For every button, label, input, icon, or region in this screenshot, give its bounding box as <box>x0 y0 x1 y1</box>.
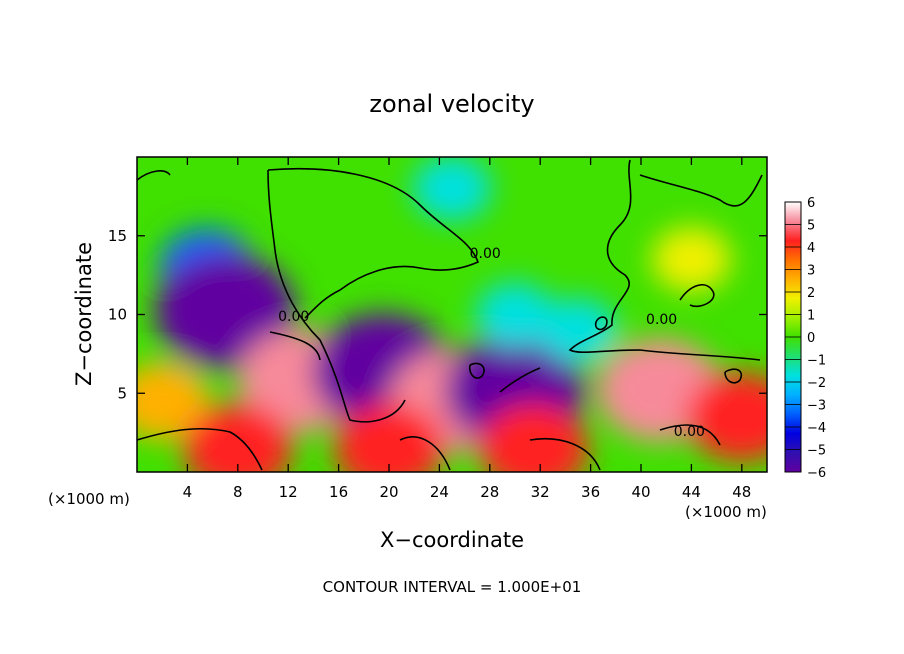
x-tick-label-11: 48 <box>732 483 751 501</box>
contour-line <box>267 169 406 423</box>
contour-line <box>679 284 715 308</box>
zero-contours <box>137 159 763 471</box>
x-axis-label: X−coordinate <box>380 528 524 552</box>
x-tick-label-8: 36 <box>581 483 600 501</box>
colorbar-tick-label-11: −5 <box>807 444 826 459</box>
field-blob-6 <box>478 403 589 472</box>
x-tick-label-5: 24 <box>430 483 449 501</box>
chart-title: zonal velocity <box>369 90 534 118</box>
contour-labels: 0.00 0.00 0.00 0.00 <box>278 246 705 440</box>
heatmap-field <box>137 157 767 472</box>
y-tick-label-0: 5 <box>117 384 127 402</box>
colorbar-tick-label-12: −6 <box>807 466 826 481</box>
field-blob-15 <box>538 297 618 363</box>
x-tick-label-7: 32 <box>531 483 550 501</box>
field-blob-12 <box>412 157 492 221</box>
colorbar-tick-label-3: 3 <box>807 264 815 279</box>
contour-line <box>137 427 263 471</box>
x-axis-ticks: 4 8 12 16 20 24 28 32 36 40 44 48 <box>183 157 751 501</box>
colorbar-tick-label-5: 1 <box>807 309 815 324</box>
contour-line <box>724 368 743 384</box>
colorbar-tick-label-2: 4 <box>807 241 815 256</box>
y-tick-label-2: 15 <box>108 227 127 245</box>
field-blob-9 <box>137 362 210 440</box>
colorbar-tick-label-9: −3 <box>807 399 826 414</box>
field-blob-14 <box>651 226 732 292</box>
plot-area: 0.00 0.00 0.00 0.00 <box>137 157 767 472</box>
x-tick-label-1: 8 <box>233 483 243 501</box>
contour-line <box>568 159 761 361</box>
colorbar-tick-label-4: 2 <box>807 286 815 301</box>
contour-label-3: 0.00 <box>674 424 705 440</box>
contour-label-0: 0.00 <box>278 309 309 325</box>
x-tick-label-6: 28 <box>480 483 499 501</box>
colorbar-tick-label-6: 0 <box>807 331 815 346</box>
contour-line <box>639 174 763 207</box>
contour-line <box>659 424 721 446</box>
contour-line <box>137 170 171 181</box>
field-blob-13 <box>475 282 555 347</box>
x-tick-label-9: 40 <box>631 483 650 501</box>
colorbar-tick-label-1: 5 <box>807 219 815 234</box>
contour-line <box>468 362 485 379</box>
colorbar-tick-label-0: 6 <box>807 196 815 211</box>
contour-label-2: 0.00 <box>646 312 677 328</box>
field-blob-11 <box>334 403 444 472</box>
contour-line <box>267 167 480 319</box>
colorbar-tick-label-8: −2 <box>807 376 826 391</box>
y-tick-label-1: 10 <box>108 306 127 324</box>
x-tick-label-0: 4 <box>183 483 193 501</box>
contour-line <box>399 436 451 471</box>
contour-line <box>594 316 608 331</box>
y-axis-label: Z−coordinate <box>72 242 96 386</box>
field-blob-1 <box>154 253 296 369</box>
x-tick-label-4: 20 <box>379 483 398 501</box>
field-blob-10 <box>182 403 293 472</box>
contour-interval-note: CONTOUR INTERVAL = 1.000E+01 <box>323 578 582 596</box>
field-blob-8 <box>686 371 767 462</box>
contour-line <box>529 438 601 471</box>
x-tick-label-2: 12 <box>279 483 298 501</box>
contour-line <box>499 367 541 393</box>
y-axis-ticks: 5 10 15 <box>108 227 767 402</box>
colorbar-tick-label-7: −1 <box>807 354 826 369</box>
x-unit-left: (×1000 m) <box>48 490 130 508</box>
x-tick-label-10: 44 <box>682 483 701 501</box>
x-tick-label-3: 16 <box>329 483 348 501</box>
x-unit-right: (×1000 m) <box>685 503 767 521</box>
contour-line <box>269 331 321 361</box>
contour-label-1: 0.00 <box>470 246 501 262</box>
colorbar-tick-label-10: −4 <box>807 421 826 436</box>
colorbar: 6 5 4 3 2 1 0 −1 −2 −3 −4 −5 −6 <box>784 196 826 481</box>
colorbar-ticks: 6 5 4 3 2 1 0 −1 −2 −3 −4 −5 −6 <box>785 196 826 481</box>
